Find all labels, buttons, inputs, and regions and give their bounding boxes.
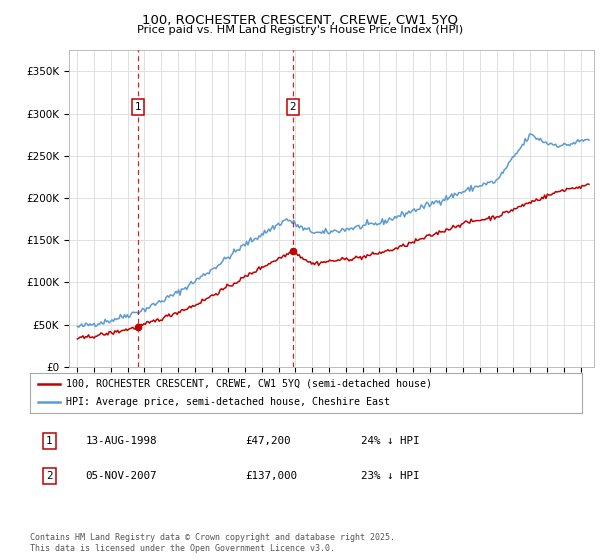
Text: 2: 2 — [289, 102, 296, 113]
Text: 1: 1 — [135, 102, 142, 113]
Text: 13-AUG-1998: 13-AUG-1998 — [85, 436, 157, 446]
Text: Price paid vs. HM Land Registry's House Price Index (HPI): Price paid vs. HM Land Registry's House … — [137, 25, 463, 35]
Text: 1: 1 — [46, 436, 53, 446]
Text: HPI: Average price, semi-detached house, Cheshire East: HPI: Average price, semi-detached house,… — [66, 398, 390, 407]
Text: £47,200: £47,200 — [245, 436, 291, 446]
Text: 05-NOV-2007: 05-NOV-2007 — [85, 470, 157, 480]
Text: 100, ROCHESTER CRESCENT, CREWE, CW1 5YQ: 100, ROCHESTER CRESCENT, CREWE, CW1 5YQ — [142, 13, 458, 26]
Text: £137,000: £137,000 — [245, 470, 297, 480]
Text: 100, ROCHESTER CRESCENT, CREWE, CW1 5YQ (semi-detached house): 100, ROCHESTER CRESCENT, CREWE, CW1 5YQ … — [66, 379, 432, 389]
Text: 2: 2 — [46, 470, 53, 480]
Text: Contains HM Land Registry data © Crown copyright and database right 2025.
This d: Contains HM Land Registry data © Crown c… — [30, 533, 395, 553]
Text: 24% ↓ HPI: 24% ↓ HPI — [361, 436, 420, 446]
Text: 23% ↓ HPI: 23% ↓ HPI — [361, 470, 420, 480]
